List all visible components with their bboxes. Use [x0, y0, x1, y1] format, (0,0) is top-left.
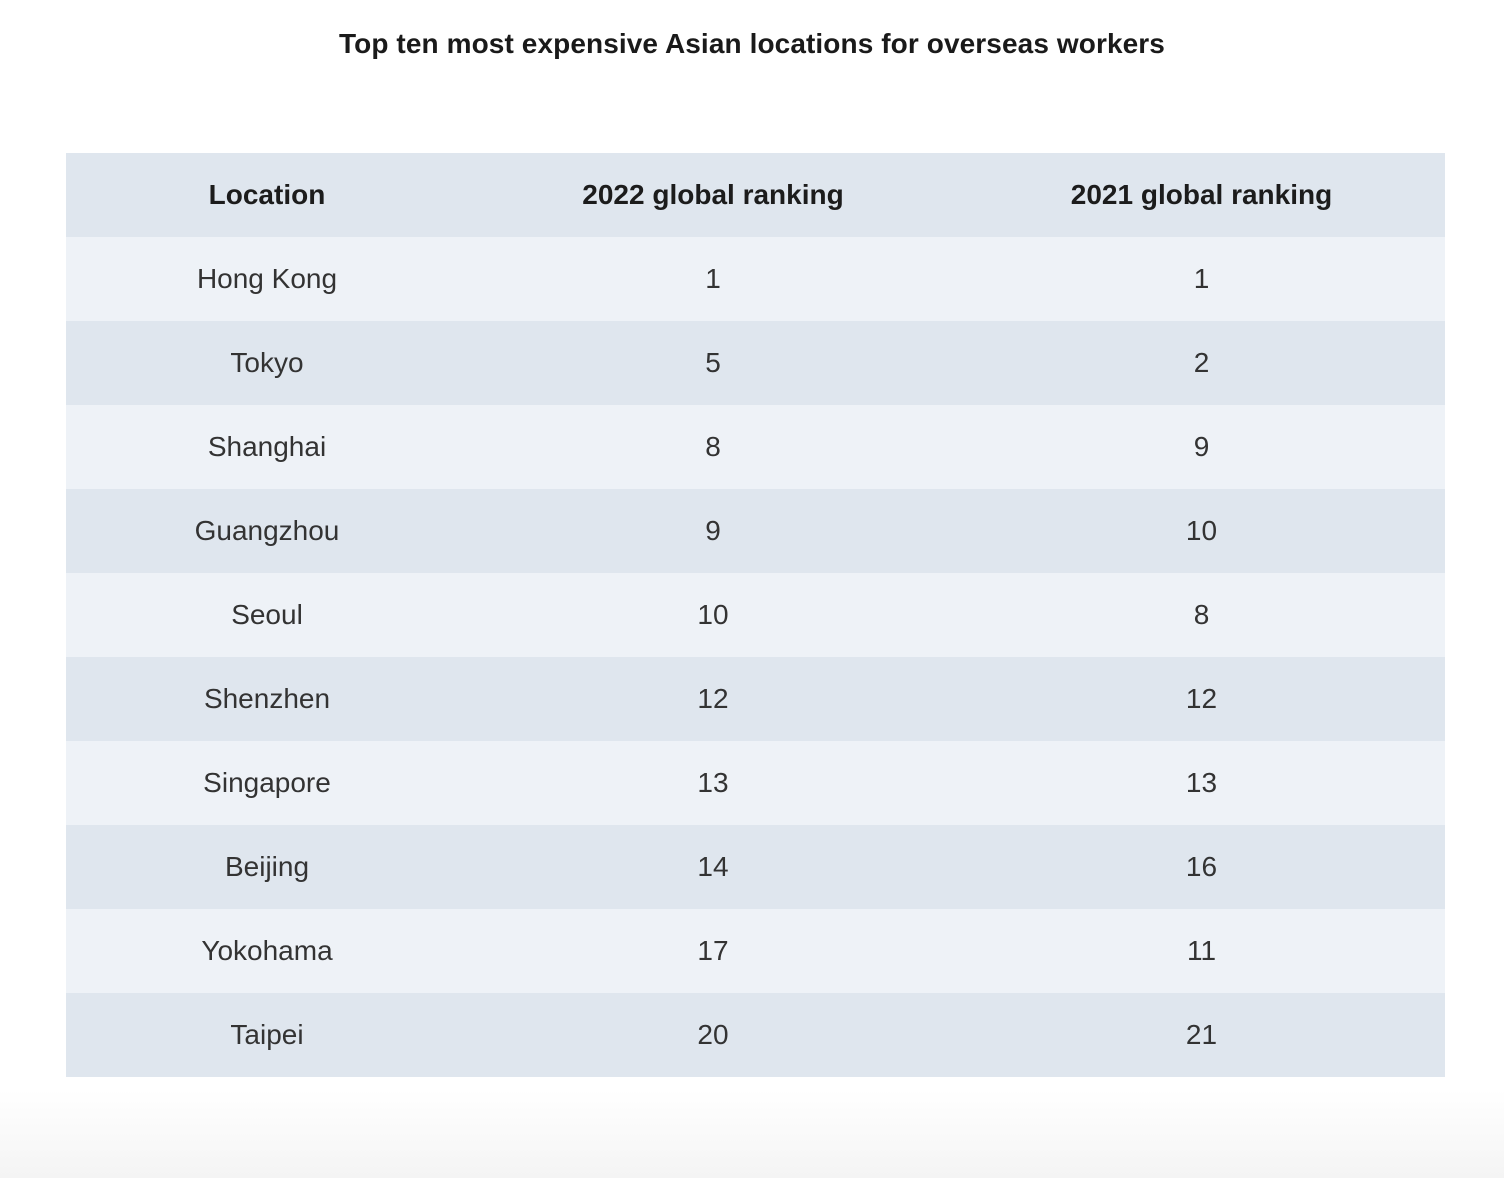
cell-rank-2021: 9	[958, 405, 1445, 489]
chart-title: Top ten most expensive Asian locations f…	[339, 28, 1165, 59]
table-row: Guangzhou 9 10	[66, 489, 1445, 573]
table-row: Tokyo 5 2	[66, 321, 1445, 405]
cell-location: Yokohama	[66, 909, 468, 993]
cell-rank-2021: 21	[958, 993, 1445, 1077]
cell-location: Guangzhou	[66, 489, 468, 573]
table-row: Hong Kong 1 1	[66, 237, 1445, 321]
table-body: Hong Kong 1 1 Tokyo 5 2 Shanghai 8 9 Guangzhou 9 10…	[66, 237, 1445, 1077]
cell-location: Seoul	[66, 573, 468, 657]
cell-location: Shenzhen	[66, 657, 468, 741]
table-row: Yokohama 17 11	[66, 909, 1445, 993]
cell-rank-2022: 5	[468, 321, 958, 405]
cell-rank-2021: 2	[958, 321, 1445, 405]
cell-location: Shanghai	[66, 405, 468, 489]
table-row: Taipei 20 21	[66, 993, 1445, 1077]
cell-location: Singapore	[66, 741, 468, 825]
cell-rank-2022: 8	[468, 405, 958, 489]
cell-location: Beijing	[66, 825, 468, 909]
table-row: Shenzhen 12 12	[66, 657, 1445, 741]
cell-rank-2022: 13	[468, 741, 958, 825]
cell-rank-2022: 1	[468, 237, 958, 321]
table-row: Beijing 14 16	[66, 825, 1445, 909]
cell-location: Tokyo	[66, 321, 468, 405]
cell-rank-2022: 9	[468, 489, 958, 573]
table-header-row: Location 2022 global ranking 2021 global…	[66, 153, 1445, 237]
cell-rank-2022: 12	[468, 657, 958, 741]
cell-rank-2021: 1	[958, 237, 1445, 321]
cell-rank-2022: 17	[468, 909, 958, 993]
cell-rank-2021: 13	[958, 741, 1445, 825]
cell-rank-2021: 16	[958, 825, 1445, 909]
table-row: Singapore 13 13	[66, 741, 1445, 825]
table-row: Seoul 10 8	[66, 573, 1445, 657]
ranking-table: Location 2022 global ranking 2021 global…	[66, 153, 1445, 1077]
column-header-2022-ranking: 2022 global ranking	[468, 153, 958, 237]
cell-rank-2022: 20	[468, 993, 958, 1077]
cell-rank-2022: 10	[468, 573, 958, 657]
cell-location: Taipei	[66, 993, 468, 1077]
cell-rank-2021: 8	[958, 573, 1445, 657]
cell-location: Hong Kong	[66, 237, 468, 321]
table-row: Shanghai 8 9	[66, 405, 1445, 489]
cell-rank-2021: 10	[958, 489, 1445, 573]
cell-rank-2021: 11	[958, 909, 1445, 993]
cell-rank-2022: 14	[468, 825, 958, 909]
column-header-2021-ranking: 2021 global ranking	[958, 153, 1445, 237]
cell-rank-2021: 12	[958, 657, 1445, 741]
column-header-location: Location	[66, 153, 468, 237]
